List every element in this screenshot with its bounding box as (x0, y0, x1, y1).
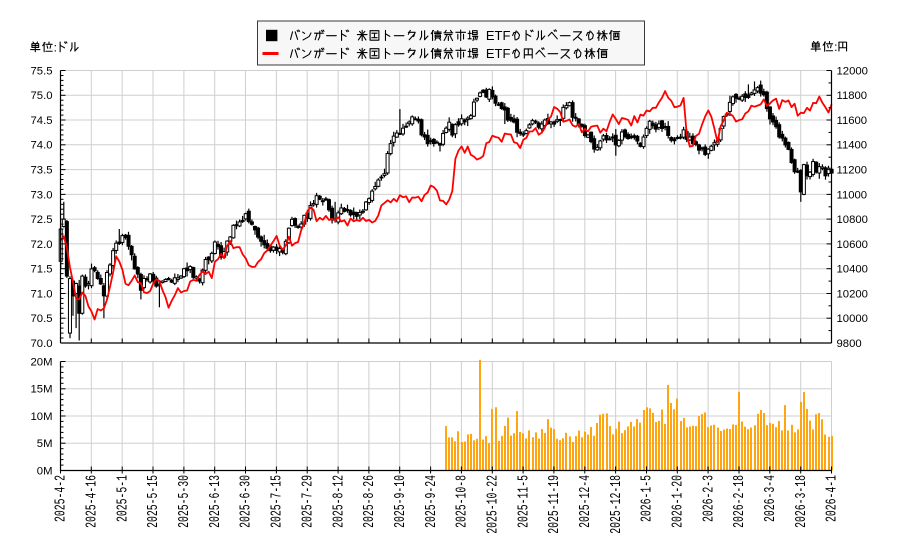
svg-text:ETF: ETF (486, 28, 511, 43)
svg-text:2025-8-12: 2025-8-12 (331, 475, 347, 528)
svg-text:5M: 5M (37, 438, 53, 450)
svg-text:2026-1-5: 2026-1-5 (639, 475, 655, 522)
svg-text:71.0: 71.0 (31, 288, 53, 300)
svg-text:2026-2-18: 2026-2-18 (731, 475, 747, 528)
svg-text:71.5: 71.5 (31, 264, 53, 276)
svg-text:9800: 9800 (837, 338, 862, 350)
svg-text:70.5: 70.5 (31, 313, 53, 325)
svg-text:2025-5-1: 2025-5-1 (115, 475, 131, 522)
svg-text:2026-4-1: 2026-4-1 (824, 475, 840, 522)
svg-text:11600: 11600 (837, 115, 868, 127)
svg-text:10000: 10000 (837, 313, 868, 325)
svg-text:2025-4-2: 2025-4-2 (53, 475, 69, 522)
svg-text:72.0: 72.0 (31, 239, 53, 251)
svg-text:2025-9-10: 2025-9-10 (392, 475, 408, 528)
svg-text:10M: 10M (31, 411, 53, 423)
svg-text:2026-3-18: 2026-3-18 (793, 475, 809, 528)
svg-text:2026-3-4: 2026-3-4 (762, 475, 778, 522)
svg-text:12000: 12000 (837, 65, 868, 77)
svg-text:10200: 10200 (837, 288, 868, 300)
svg-text:2025-8-26: 2025-8-26 (361, 475, 377, 528)
svg-text:74.0: 74.0 (31, 140, 53, 152)
svg-text:75.5: 75.5 (31, 65, 53, 77)
svg-text:2025-11-5: 2025-11-5 (516, 475, 532, 528)
svg-text::: : (54, 41, 57, 55)
svg-text:11200: 11200 (837, 165, 868, 177)
svg-text:2025-6-13: 2025-6-13 (207, 475, 223, 528)
svg-text:72.5: 72.5 (31, 214, 53, 226)
svg-text:75.0: 75.0 (31, 90, 53, 102)
svg-text:2026-1-20: 2026-1-20 (670, 475, 686, 528)
svg-text:2025-10-22: 2025-10-22 (485, 475, 501, 534)
svg-text:2025-9-24: 2025-9-24 (423, 475, 439, 528)
svg-text:70.0: 70.0 (31, 338, 53, 350)
svg-text:73.0: 73.0 (31, 189, 53, 201)
svg-text:2026-2-3: 2026-2-3 (701, 475, 717, 522)
svg-text:2025-7-15: 2025-7-15 (269, 475, 285, 528)
svg-text:10400: 10400 (837, 264, 868, 276)
svg-text:2025-12-18: 2025-12-18 (608, 475, 624, 534)
svg-text:2025-5-15: 2025-5-15 (145, 475, 161, 528)
svg-text:0M: 0M (37, 465, 53, 477)
svg-text:11800: 11800 (837, 90, 868, 102)
svg-text:2025-11-19: 2025-11-19 (546, 475, 562, 534)
svg-text:ETF: ETF (486, 46, 511, 61)
svg-text:15M: 15M (31, 384, 53, 396)
svg-text:11400: 11400 (837, 140, 868, 152)
svg-text:2025-5-30: 2025-5-30 (176, 475, 192, 528)
svg-text:73.5: 73.5 (31, 165, 53, 177)
svg-text:2025-12-4: 2025-12-4 (577, 475, 593, 528)
svg-text:2025-4-16: 2025-4-16 (84, 475, 100, 528)
svg-text:2025-10-8: 2025-10-8 (454, 475, 470, 528)
svg-text:2025-7-29: 2025-7-29 (300, 475, 316, 528)
svg-text:10600: 10600 (837, 239, 868, 251)
svg-text::: : (834, 40, 837, 54)
svg-text:10800: 10800 (837, 214, 868, 226)
svg-text:11000: 11000 (837, 189, 868, 201)
svg-text:2025-6-30: 2025-6-30 (238, 475, 254, 528)
svg-text:74.5: 74.5 (31, 115, 53, 127)
svg-text:20M: 20M (31, 356, 53, 368)
